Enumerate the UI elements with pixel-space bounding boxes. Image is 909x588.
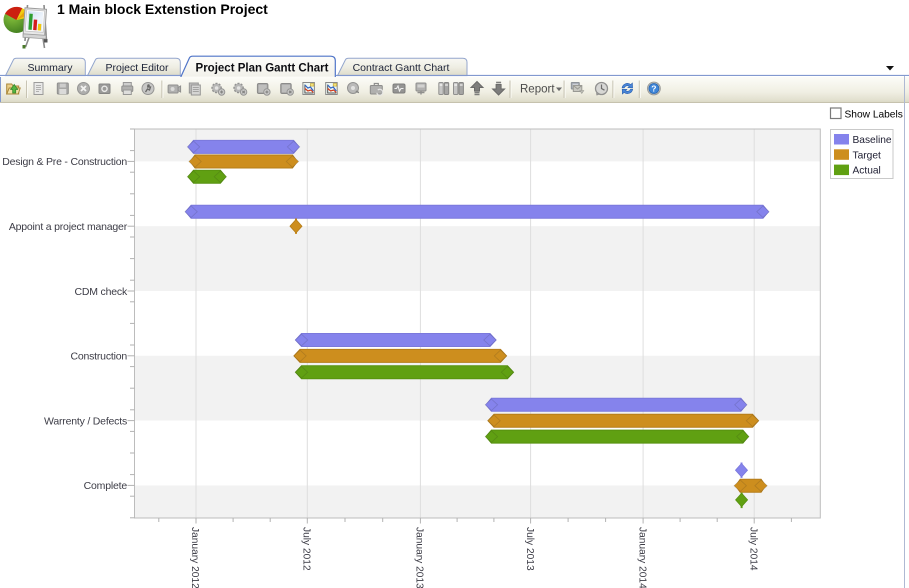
svg-text:Project Plan Gantt Chart: Project Plan Gantt Chart <box>196 62 329 74</box>
svg-text:January 2013: January 2013 <box>414 527 425 588</box>
svg-text:?: ? <box>651 84 656 94</box>
svg-text:July 2014: July 2014 <box>747 527 758 571</box>
svg-text:Show Labels: Show Labels <box>845 109 903 120</box>
svg-text:Warrenty / Defects: Warrenty / Defects <box>44 415 127 427</box>
svg-text:Project Editor: Project Editor <box>105 62 169 74</box>
svg-text:Report: Report <box>520 84 555 96</box>
svg-text:July 2013: July 2013 <box>524 527 535 571</box>
svg-text:CDM check: CDM check <box>75 286 128 298</box>
svg-text:Target: Target <box>853 150 881 161</box>
svg-text:Complete: Complete <box>84 480 128 492</box>
svg-text:July 2012: July 2012 <box>301 527 312 571</box>
svg-text:Design & Pre - Construction: Design & Pre - Construction <box>2 156 127 168</box>
svg-text:Appoint a project manager: Appoint a project manager <box>9 221 128 233</box>
svg-text:Construction: Construction <box>70 351 127 363</box>
svg-text:Actual: Actual <box>853 166 881 177</box>
svg-text:January 2012: January 2012 <box>189 527 200 588</box>
svg-text:Baseline: Baseline <box>853 135 892 146</box>
svg-text:January 2014: January 2014 <box>636 527 647 588</box>
svg-text:Contract Gantt Chart: Contract Gantt Chart <box>353 62 450 74</box>
svg-text:Summary: Summary <box>28 62 74 74</box>
